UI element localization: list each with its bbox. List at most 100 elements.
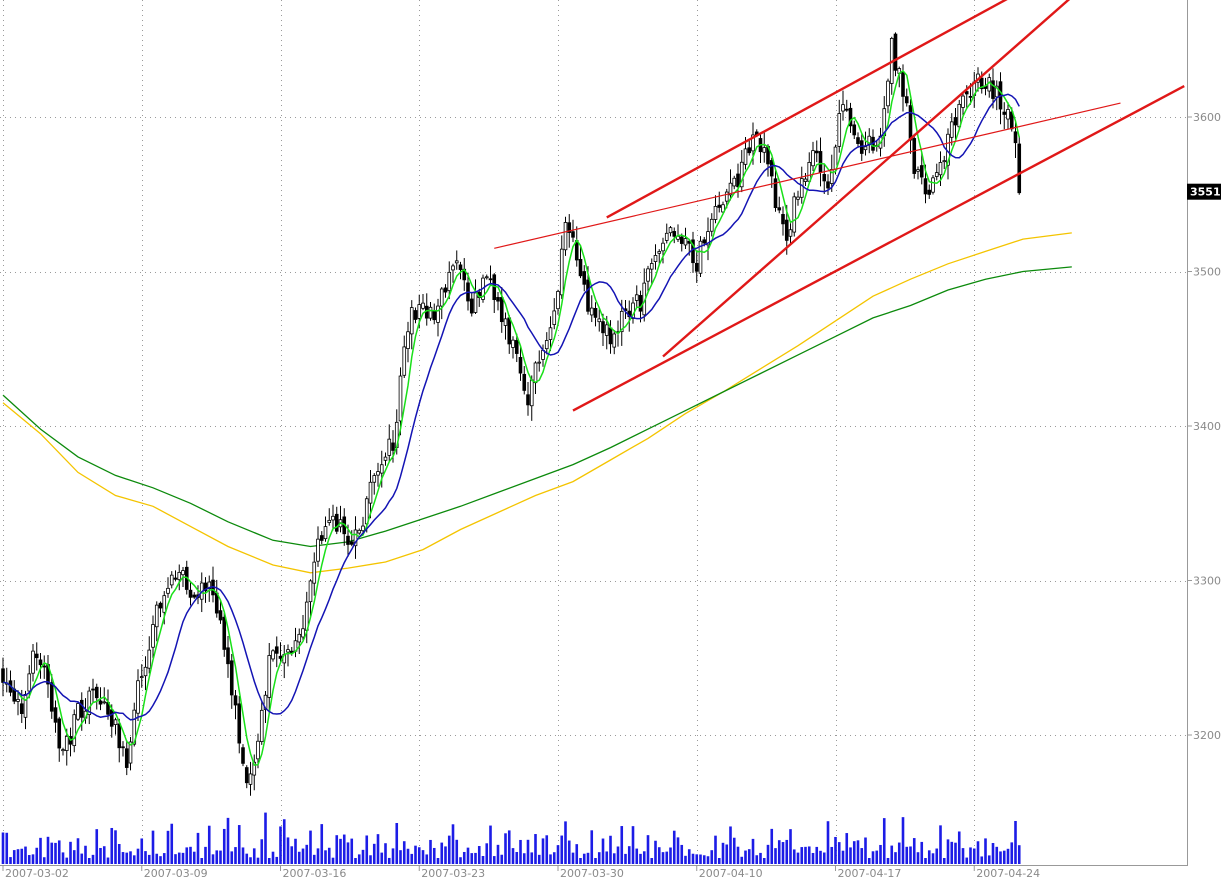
candle (597, 309, 602, 332)
volume-bar (132, 855, 136, 864)
candle (571, 219, 575, 243)
x-tick-label: 2007-03-30 (560, 867, 624, 880)
candle (811, 141, 815, 172)
volume-bar (530, 852, 534, 864)
volume-bar (31, 854, 35, 864)
candle (904, 88, 909, 107)
volume-bar (744, 850, 747, 864)
candle (147, 636, 152, 674)
y-tick-label: 3400 (1193, 420, 1221, 433)
candle (837, 99, 842, 153)
volume-bar (564, 821, 567, 864)
volume-bar (946, 839, 950, 864)
volume-bar (9, 857, 12, 864)
volume-bar (984, 838, 987, 864)
volume-bar (24, 846, 27, 864)
candle (207, 575, 212, 602)
candle (844, 99, 849, 112)
volume-bar (455, 839, 459, 864)
x-tick-label: 2007-04-10 (699, 867, 763, 880)
volume-bar (84, 845, 87, 864)
candle (124, 740, 129, 776)
volume-bar (331, 857, 335, 864)
candle (87, 686, 92, 725)
volume-bar (87, 858, 91, 864)
volume-bar (260, 839, 264, 864)
volume-bar (522, 853, 526, 864)
volume-bar (114, 830, 117, 864)
candle (822, 163, 827, 195)
candle (556, 289, 560, 315)
volume-bar (526, 839, 530, 864)
volume-bar (766, 844, 770, 864)
candle (244, 765, 249, 789)
volume-bar (849, 847, 852, 864)
candle (334, 506, 339, 535)
candle (713, 195, 718, 224)
volume-bar (924, 858, 927, 864)
candle (139, 664, 144, 688)
candle (248, 761, 253, 796)
volume-bar (346, 842, 350, 864)
volume-bar (920, 841, 924, 864)
candle (301, 615, 305, 642)
candle (454, 250, 459, 270)
volume-bar (995, 846, 999, 864)
volume-bar (684, 855, 687, 864)
volume-bar (384, 843, 387, 864)
volume-bar (440, 842, 444, 864)
volume-bar (912, 838, 916, 864)
last-price-tag (1187, 183, 1221, 200)
volume-bar (252, 848, 256, 864)
volume-bars (1, 812, 1021, 864)
volume-bar (601, 838, 605, 864)
volume-bar (162, 853, 166, 864)
volume-bar (519, 839, 522, 864)
volume-bar (1017, 845, 1021, 864)
moving-average-ma_long_b (2, 266, 1072, 548)
volume-bar (410, 853, 414, 864)
volume-bar (369, 855, 372, 864)
trendline (606, 0, 1008, 219)
volume-bar (661, 852, 665, 864)
candle (383, 452, 388, 466)
volume-bar (702, 855, 706, 864)
candle (38, 653, 43, 679)
volume-bar (335, 835, 339, 864)
volume-bar (834, 836, 837, 864)
volume-bar (91, 854, 95, 864)
volume-bar (324, 850, 327, 864)
volume-bar (316, 848, 320, 864)
candle (762, 132, 767, 163)
volume-bar (151, 830, 155, 864)
candle (657, 249, 662, 264)
y-tick-label: 3200 (1193, 729, 1221, 742)
volume-bar (500, 854, 504, 864)
volume-bar (327, 847, 331, 864)
trendline (662, 0, 1071, 358)
volume-bar (732, 837, 736, 864)
volume-bar (496, 844, 500, 864)
volume-bar (1, 832, 5, 864)
candle (353, 516, 358, 559)
candle (728, 169, 733, 201)
long-moving-averages (2, 232, 1072, 574)
volume-bar (560, 835, 564, 864)
volume-bar (226, 817, 230, 864)
candle (698, 236, 703, 277)
candle (781, 206, 785, 236)
candle (589, 295, 594, 323)
candle (128, 736, 133, 771)
volume-bar (980, 856, 984, 864)
volume-bar (27, 855, 31, 864)
candle (237, 696, 242, 754)
candle (439, 287, 444, 320)
volume-bar (309, 830, 312, 864)
candle (16, 690, 20, 716)
volume-bar (290, 846, 294, 864)
candle (1017, 136, 1022, 195)
candle (218, 599, 223, 624)
candle (518, 346, 523, 381)
volume-bar (432, 847, 436, 864)
candle (53, 700, 58, 733)
